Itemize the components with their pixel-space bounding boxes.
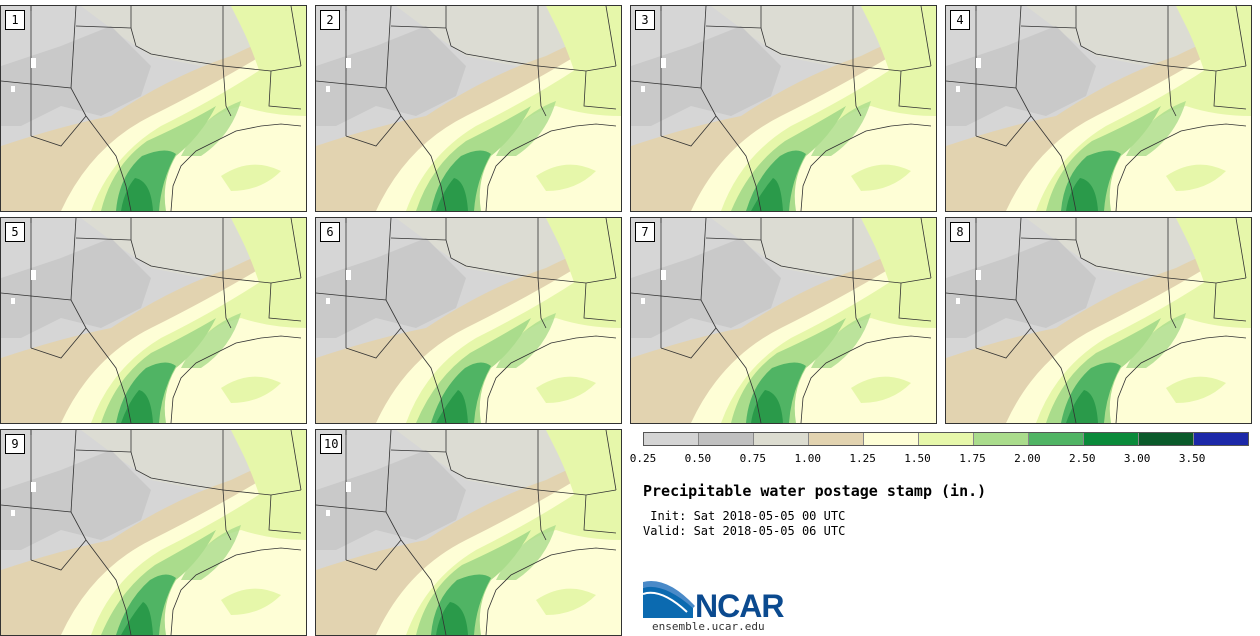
- map-panel: 5: [0, 217, 307, 424]
- colorbar-tick-label: 0.75: [739, 452, 767, 465]
- site-url: ensemble.ucar.edu: [652, 620, 765, 633]
- map-panel: 7: [630, 217, 937, 424]
- precipitable-water-map: [316, 6, 621, 211]
- map-panel: 6: [315, 217, 622, 424]
- colorbar-swatch: [1139, 433, 1194, 445]
- map-panel: 2: [315, 5, 622, 212]
- precipitable-water-map: [631, 6, 936, 211]
- map-panel: 3: [630, 5, 937, 212]
- precipitable-water-map: [631, 218, 936, 423]
- colorbar-tick-label: 3.00: [1123, 452, 1151, 465]
- colorbar-tick-label: 1.00: [794, 452, 821, 465]
- precipitable-water-map: [316, 218, 621, 423]
- member-number-label: 10: [320, 434, 343, 454]
- colorbar-tick-label: 2.00: [1014, 452, 1041, 465]
- precipitable-water-map: [1, 430, 306, 635]
- colorbar-tick-label: 1.50: [904, 452, 931, 465]
- init-time: Init: Sat 2018-05-05 00 UTC: [643, 509, 846, 523]
- member-number-label: 8: [950, 222, 970, 242]
- colorbar-tick-label: 0.25: [629, 452, 657, 465]
- member-number-label: 7: [635, 222, 655, 242]
- colorbar-tick-label: 3.50: [1178, 452, 1206, 465]
- colorbar-swatch: [864, 433, 919, 445]
- colorbar-swatch: [809, 433, 864, 445]
- colorbar-legend: [643, 432, 1249, 446]
- map-panel: 9: [0, 429, 307, 636]
- member-number-label: 4: [950, 10, 970, 30]
- member-number-label: 9: [5, 434, 25, 454]
- member-number-label: 5: [5, 222, 25, 242]
- figure-title: Precipitable water postage stamp (in.): [643, 482, 987, 500]
- member-number-label: 6: [320, 222, 340, 242]
- valid-time: Valid: Sat 2018-05-05 06 UTC: [643, 524, 846, 538]
- precipitable-water-map: [1, 218, 306, 423]
- precipitable-water-map: [946, 218, 1251, 423]
- colorbar-swatch: [919, 433, 974, 445]
- precipitable-water-map: [316, 430, 621, 635]
- colorbar-swatch: [699, 433, 754, 445]
- member-number-label: 3: [635, 10, 655, 30]
- colorbar-tick-label: 0.50: [684, 452, 712, 465]
- member-number-label: 1: [5, 10, 25, 30]
- colorbar-swatch: [1029, 433, 1084, 445]
- colorbar-tick-label: 1.75: [959, 452, 986, 465]
- map-panel: 4: [945, 5, 1252, 212]
- ncar-logo-text: NCAR: [695, 588, 784, 624]
- precipitable-water-map: [946, 6, 1251, 211]
- colorbar-swatch: [1194, 433, 1248, 445]
- map-panel: 10: [315, 429, 622, 636]
- colorbar-tick-label: 2.50: [1069, 452, 1096, 465]
- colorbar-tick-label: 1.25: [849, 452, 876, 465]
- ncar-logo-icon: [643, 581, 695, 618]
- map-panel: 8: [945, 217, 1252, 424]
- colorbar-swatch: [754, 433, 809, 445]
- colorbar-swatch: [644, 433, 699, 445]
- member-number-label: 2: [320, 10, 340, 30]
- map-panel: 1: [0, 5, 307, 212]
- precipitable-water-map: [1, 6, 306, 211]
- colorbar-swatch: [1084, 433, 1139, 445]
- colorbar-swatch: [974, 433, 1029, 445]
